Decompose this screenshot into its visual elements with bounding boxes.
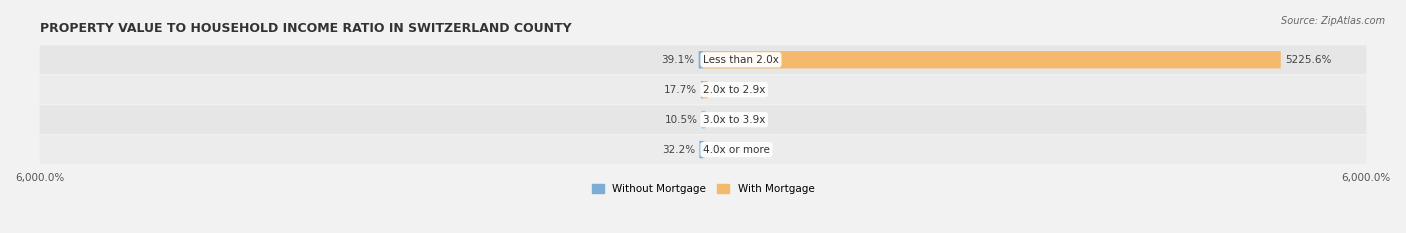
FancyBboxPatch shape — [39, 135, 1367, 164]
Text: 2.0x to 2.9x: 2.0x to 2.9x — [703, 85, 765, 95]
FancyBboxPatch shape — [703, 111, 706, 128]
FancyBboxPatch shape — [699, 141, 703, 158]
Legend: Without Mortgage, With Mortgage: Without Mortgage, With Mortgage — [589, 182, 817, 196]
FancyBboxPatch shape — [39, 45, 1367, 74]
FancyBboxPatch shape — [39, 75, 1367, 104]
FancyBboxPatch shape — [702, 81, 703, 98]
FancyBboxPatch shape — [703, 81, 707, 98]
Text: 39.1%: 39.1% — [662, 55, 695, 65]
FancyBboxPatch shape — [703, 51, 1281, 69]
Text: PROPERTY VALUE TO HOUSEHOLD INCOME RATIO IN SWITZERLAND COUNTY: PROPERTY VALUE TO HOUSEHOLD INCOME RATIO… — [39, 22, 571, 35]
Text: 4.0x or more: 4.0x or more — [703, 145, 770, 154]
Text: Less than 2.0x: Less than 2.0x — [703, 55, 779, 65]
Text: 3.0x to 3.9x: 3.0x to 3.9x — [703, 115, 765, 125]
Text: 13.1%: 13.1% — [709, 145, 741, 154]
FancyBboxPatch shape — [703, 141, 704, 158]
FancyBboxPatch shape — [39, 105, 1367, 134]
Text: 26.3%: 26.3% — [710, 115, 742, 125]
Text: 32.2%: 32.2% — [662, 145, 696, 154]
Text: 17.7%: 17.7% — [664, 85, 697, 95]
Text: Source: ZipAtlas.com: Source: ZipAtlas.com — [1281, 16, 1385, 26]
Text: 5225.6%: 5225.6% — [1285, 55, 1331, 65]
Text: 41.1%: 41.1% — [711, 85, 745, 95]
Text: 10.5%: 10.5% — [665, 115, 697, 125]
FancyBboxPatch shape — [699, 51, 703, 69]
